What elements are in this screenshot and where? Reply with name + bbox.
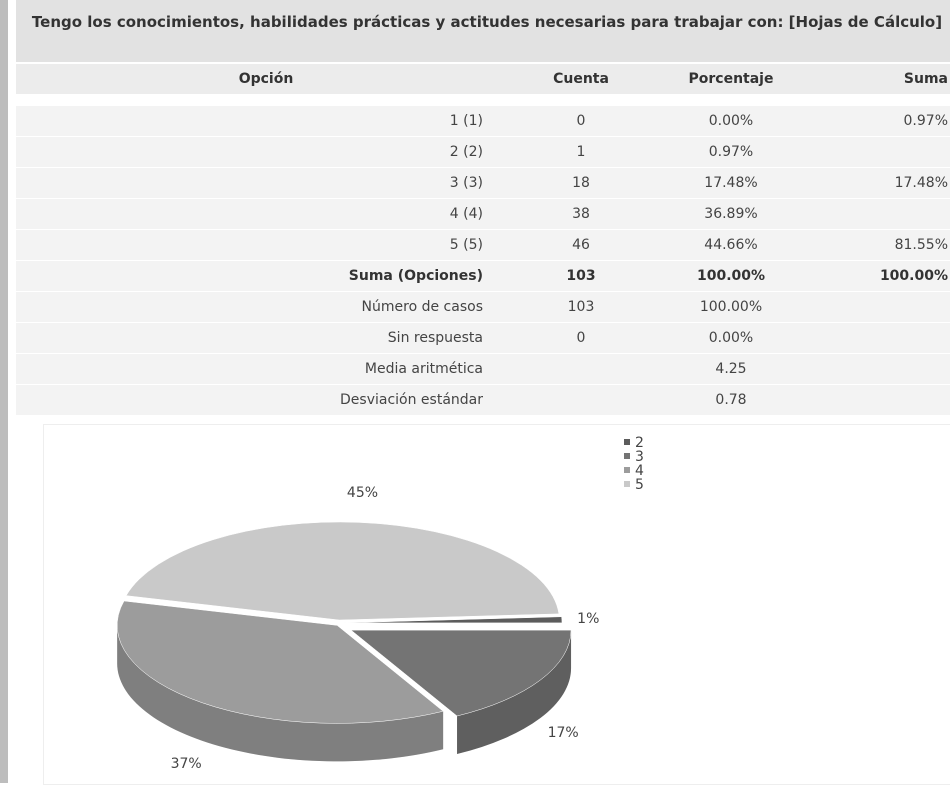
- pie-side-shade: [457, 630, 572, 755]
- table-cell: Desviación estándar: [340, 392, 483, 408]
- legend-label: 5: [635, 477, 644, 493]
- table-cell: 46: [572, 237, 590, 253]
- table-cell: Suma (Opciones): [348, 268, 483, 284]
- table-cell: 100.00%: [696, 268, 766, 284]
- table-row: 5 (5) 46 44.66% 81.55%: [16, 230, 950, 261]
- legend-swatch: [624, 453, 630, 459]
- header-cell: Cuenta: [553, 71, 609, 87]
- table-row: 4 (4) 38 36.89%: [16, 199, 950, 230]
- table-cell: 81.55%: [894, 237, 948, 253]
- header-cell: Opción: [238, 71, 294, 87]
- data-label: 45%: [347, 485, 378, 501]
- table-title: Tengo los conocimientos, habilidades prá…: [16, 0, 950, 62]
- table-row: Suma (Opciones) 103 100.00% 100.00%: [16, 261, 950, 292]
- table-cell: 0.97%: [708, 144, 754, 160]
- pie-slice: [116, 600, 444, 724]
- pie-side-shade: [117, 625, 444, 762]
- table-cell: 1: [576, 144, 586, 160]
- header-cell: Porcentaje: [688, 71, 774, 87]
- table-cell: 2 (2): [449, 144, 483, 160]
- table-cell: 36.89%: [704, 206, 758, 222]
- table-row: Desviación estándar 0.78: [16, 385, 950, 416]
- table-cell: 5 (5): [449, 237, 483, 253]
- table-cell: Número de casos: [361, 299, 483, 315]
- header-cell: Suma: [903, 71, 948, 87]
- table-cell: 17.48%: [894, 175, 948, 191]
- legend-label: 4: [635, 463, 644, 479]
- table-cell: 0.97%: [903, 113, 948, 129]
- table-cell: 103: [566, 268, 596, 284]
- table-cell: 4.25: [715, 361, 747, 377]
- table-cell: 3 (3): [449, 175, 483, 191]
- legend-label: 2: [635, 435, 644, 451]
- table-cell: 17.48%: [704, 175, 758, 191]
- table-cell: 100.00%: [699, 299, 763, 315]
- table-cell: 44.66%: [704, 237, 758, 253]
- table-cell: Sin respuesta: [387, 330, 483, 346]
- legend-swatch: [624, 467, 630, 473]
- table-cell: 38: [572, 206, 590, 222]
- legend-swatch: [624, 439, 630, 445]
- legend-swatch: [624, 481, 630, 487]
- chart-panel: 1% 17% 37% 45% 2 3 4 5: [43, 424, 950, 785]
- table-row: 2 (2) 1 0.97%: [16, 137, 950, 168]
- table-cell: 0: [576, 330, 586, 346]
- data-label: 1%: [577, 611, 599, 627]
- pie-slice: [350, 629, 572, 717]
- table-cell: 18: [572, 175, 590, 191]
- pie-side: [117, 625, 444, 762]
- pie-side: [457, 630, 572, 755]
- data-label: 17%: [548, 725, 579, 741]
- data-label: 37%: [171, 756, 202, 772]
- table-cell: 0: [576, 113, 586, 129]
- table-row: 3 (3) 18 17.48% 17.48%: [16, 168, 950, 199]
- table-cell: 0.00%: [708, 113, 754, 129]
- table-cell: 4 (4): [449, 206, 483, 222]
- table-cell: Media aritmética: [364, 361, 483, 377]
- table-cell: 1 (1): [449, 113, 483, 129]
- table-row: Número de casos 103 100.00%: [16, 292, 950, 323]
- pie-slice: [125, 521, 560, 621]
- table-header: Opción Cuenta Porcentaje Suma: [16, 64, 950, 95]
- table-cell: 100.00%: [879, 268, 948, 284]
- table-cell: 103: [567, 299, 595, 315]
- table-row: Sin respuesta 0 0.00%: [16, 323, 950, 354]
- legend-label: 3: [635, 449, 644, 465]
- table-cell: 0.00%: [708, 330, 754, 346]
- table-row: Media aritmética 4.25: [16, 354, 950, 385]
- pie-slice: [341, 616, 563, 624]
- table-row: 1 (1) 0 0.00% 0.97%: [16, 106, 950, 137]
- table-cell: 0.78: [715, 392, 747, 408]
